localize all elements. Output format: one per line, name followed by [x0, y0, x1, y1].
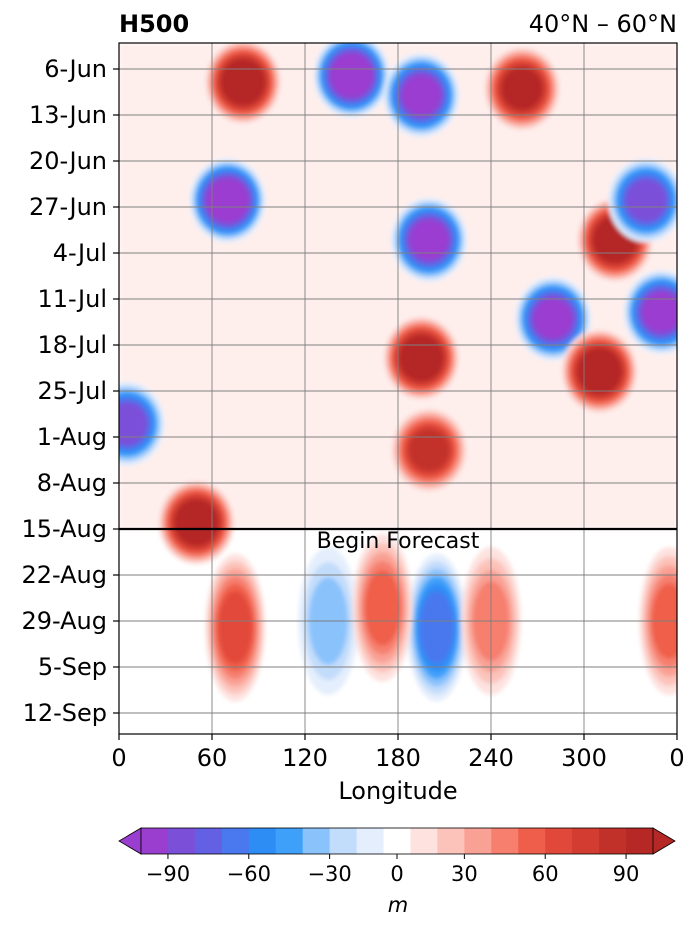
- x-tick-label: 0: [111, 744, 126, 772]
- colorbar-segment: [491, 828, 519, 854]
- x-axis-ticks: 0 60 120 180 240 300 0: [111, 734, 685, 772]
- colorbar-tick-label: 90: [613, 862, 640, 886]
- contour-field: [119, 43, 677, 734]
- colorbar-tick-label: −90: [146, 862, 190, 886]
- y-tick-label: 4-Jul: [53, 239, 107, 267]
- y-tick-label: 22-Aug: [21, 561, 107, 589]
- colorbar-segment: [248, 828, 277, 854]
- y-tick-label: 11-Jul: [38, 285, 108, 313]
- y-tick-label: 18-Jul: [38, 331, 108, 359]
- y-tick-label: 27-Jun: [29, 193, 107, 221]
- field-feature: [205, 43, 281, 125]
- field-feature: [391, 408, 467, 493]
- colorbar-segment: [626, 828, 654, 854]
- y-axis-ticks: 6-Jun 13-Jun 20-Jun 27-Jun 4-Jul 11-Jul 18-Jul…: [21, 55, 119, 727]
- colorbar-tick-label: 60: [532, 862, 559, 886]
- colorbar-segment: [275, 828, 304, 854]
- x-axis-label: Longitude: [338, 777, 457, 805]
- title-right: 40°N – 60°N: [529, 10, 677, 38]
- x-tick-label: 60: [197, 744, 228, 772]
- x-tick-label: 180: [375, 744, 421, 772]
- y-tick-label: 8-Aug: [37, 469, 107, 497]
- colorbar-segment: [545, 828, 573, 854]
- field-feature: [608, 158, 677, 243]
- colorbar-segment: [383, 828, 411, 854]
- x-tick-label: 240: [468, 744, 514, 772]
- field-feature: [205, 553, 266, 702]
- x-tick-label: 120: [282, 744, 328, 772]
- y-tick-label: 20-Jun: [29, 147, 107, 175]
- colorbar-extend-min: [118, 827, 142, 855]
- colorbar-segment: [518, 828, 546, 854]
- colorbar-label: m: [388, 893, 408, 917]
- colorbar-tick-label: 30: [451, 862, 478, 886]
- field-feature: [515, 276, 591, 361]
- field-feature: [391, 197, 467, 282]
- colorbar-segment: [194, 828, 223, 854]
- colorbar-segment: [221, 828, 250, 854]
- colorbar-segment: [141, 828, 169, 854]
- colorbar: −90 −60 −30 0 30 60 90: [118, 827, 676, 886]
- field-feature: [484, 46, 560, 131]
- y-tick-label: 15-Aug: [21, 515, 107, 543]
- y-tick-label: 29-Aug: [21, 607, 107, 635]
- colorbar-segment: [167, 828, 196, 854]
- field-feature: [352, 533, 413, 682]
- y-tick-label: 25-Jul: [38, 377, 108, 405]
- colorbar-segment: [437, 828, 465, 854]
- colorbar-extend-max: [652, 827, 676, 855]
- colorbar-segment: [464, 828, 492, 854]
- y-tick-label: 1-Aug: [37, 423, 107, 451]
- colorbar-segment: [410, 828, 438, 854]
- field-feature: [561, 329, 638, 414]
- field-feature: [158, 480, 235, 565]
- y-tick-label: 13-Jun: [29, 101, 107, 129]
- colorbar-segment: [302, 828, 331, 854]
- forecast-label: Begin Forecast: [317, 529, 480, 554]
- colorbar-tick-label: 0: [390, 862, 403, 886]
- field-feature: [189, 158, 266, 243]
- y-tick-label: 12-Sep: [23, 699, 107, 727]
- colorbar-segment: [599, 828, 627, 854]
- colorbar-segment: [356, 828, 385, 854]
- field-feature: [623, 270, 677, 355]
- field-feature: [406, 553, 467, 702]
- forecast-marker: Begin Forecast: [119, 527, 677, 554]
- field-feature: [383, 316, 460, 401]
- y-tick-label: 6-Jun: [44, 55, 107, 83]
- y-tick-label: 5-Sep: [38, 653, 107, 681]
- colorbar-tick-label: −30: [307, 862, 351, 886]
- colorbar-tick-label: −60: [227, 862, 271, 886]
- title-left: H500: [119, 10, 189, 38]
- x-tick-label: 300: [561, 744, 607, 772]
- colorbar-segment: [329, 828, 358, 854]
- x-tick-label: 0: [669, 744, 684, 772]
- field-feature: [313, 43, 390, 118]
- colorbar-segment: [572, 828, 600, 854]
- field-feature: [383, 53, 460, 138]
